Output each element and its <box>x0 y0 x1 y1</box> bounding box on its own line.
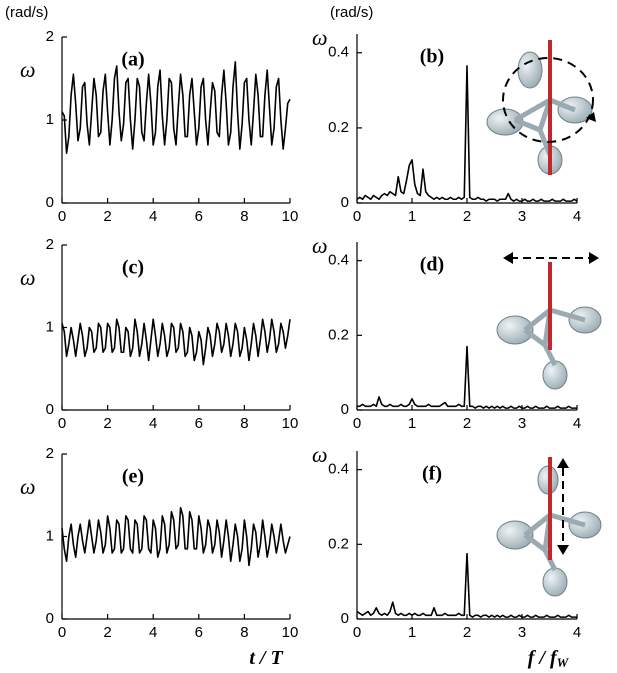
x-tick-label: 2 <box>103 415 111 432</box>
x-tick-label: 3 <box>518 624 526 641</box>
panel-label: (a) <box>121 49 144 71</box>
icon-f <box>496 457 602 597</box>
icon-b <box>486 40 596 175</box>
x-tick-label: 0 <box>353 208 361 225</box>
x-tick-label: 1 <box>408 624 416 641</box>
x-tick-label: 2 <box>103 208 111 225</box>
icon-d <box>496 252 602 390</box>
y-tick-label: 2 <box>46 236 54 253</box>
x-tick-label: 4 <box>573 624 581 641</box>
x-tick-label: 0 <box>58 208 66 225</box>
x-tick-label: 6 <box>195 415 203 432</box>
y-label: ω <box>312 25 328 50</box>
x-tick-label: 8 <box>240 415 248 432</box>
y-label: ω <box>312 233 328 258</box>
panel-label: (c) <box>122 257 144 279</box>
y-tick-label: 0.4 <box>328 252 349 269</box>
y-label: ω <box>312 442 328 467</box>
data-line <box>356 65 578 202</box>
x-tick-label: 2 <box>463 415 471 432</box>
x-tick-label: 0 <box>353 624 361 641</box>
x-tick-label: 1 <box>408 208 416 225</box>
y-tick-label: 2 <box>46 28 54 45</box>
y-unit: (rad/s) <box>5 4 48 21</box>
x-label: f / fW <box>528 647 570 670</box>
y-tick-label: 0 <box>341 194 349 211</box>
x-label: t / T <box>249 647 283 669</box>
y-tick-label: 0 <box>46 610 54 627</box>
panel-label: (f) <box>422 463 442 485</box>
x-tick-label: 10 <box>282 415 299 432</box>
y-tick-label: 2 <box>46 445 54 462</box>
y-tick-label: 0.4 <box>328 461 349 478</box>
y-tick-label: 1 <box>46 318 54 335</box>
x-label-subscript: W <box>557 655 570 670</box>
x-tick-label: 10 <box>282 208 299 225</box>
y-tick-label: 0 <box>46 194 54 211</box>
x-tick-label: 4 <box>149 415 157 432</box>
x-tick-label: 2 <box>103 624 111 641</box>
x-tick-label: 0 <box>58 624 66 641</box>
data-line <box>61 318 291 366</box>
x-tick-label: 6 <box>195 208 203 225</box>
x-tick-label: 6 <box>195 624 203 641</box>
panel-label: (e) <box>122 466 144 488</box>
y-tick-label: 1 <box>46 111 54 128</box>
x-label-main: t / T <box>249 647 283 669</box>
x-label-main: f / f <box>528 647 559 669</box>
data-line <box>357 345 577 409</box>
data-line <box>356 552 577 618</box>
y-tick-label: 0.2 <box>328 326 349 343</box>
y-tick-label: 0 <box>341 610 349 627</box>
panel-label: (d) <box>420 254 444 276</box>
y-tick-label: 0 <box>46 401 54 418</box>
x-tick-label: 3 <box>518 415 526 432</box>
y-label: ω <box>20 57 36 82</box>
x-tick-label: 1 <box>408 415 416 432</box>
x-tick-label: 2 <box>463 208 471 225</box>
y-tick-label: 0.2 <box>328 535 349 552</box>
y-tick-label: 0.4 <box>328 44 349 61</box>
x-tick-label: 3 <box>518 208 526 225</box>
x-tick-label: 0 <box>58 415 66 432</box>
y-unit: (rad/s) <box>330 4 373 21</box>
x-tick-label: 2 <box>463 624 471 641</box>
x-tick-label: 4 <box>573 208 581 225</box>
panel-label: (b) <box>420 46 444 68</box>
y-label: ω <box>20 265 36 290</box>
x-tick-label: 4 <box>149 208 157 225</box>
x-tick-label: 4 <box>573 415 581 432</box>
x-tick-label: 8 <box>240 624 248 641</box>
x-tick-label: 4 <box>149 624 157 641</box>
x-tick-label: 8 <box>240 208 248 225</box>
data-line <box>61 61 291 154</box>
x-tick-label: 10 <box>282 624 299 641</box>
y-tick-label: 1 <box>46 527 54 544</box>
x-tick-label: 0 <box>353 415 361 432</box>
data-line <box>61 506 291 567</box>
y-tick-label: 0 <box>341 401 349 418</box>
y-label: ω <box>20 474 36 499</box>
y-tick-label: 0.2 <box>328 119 349 136</box>
